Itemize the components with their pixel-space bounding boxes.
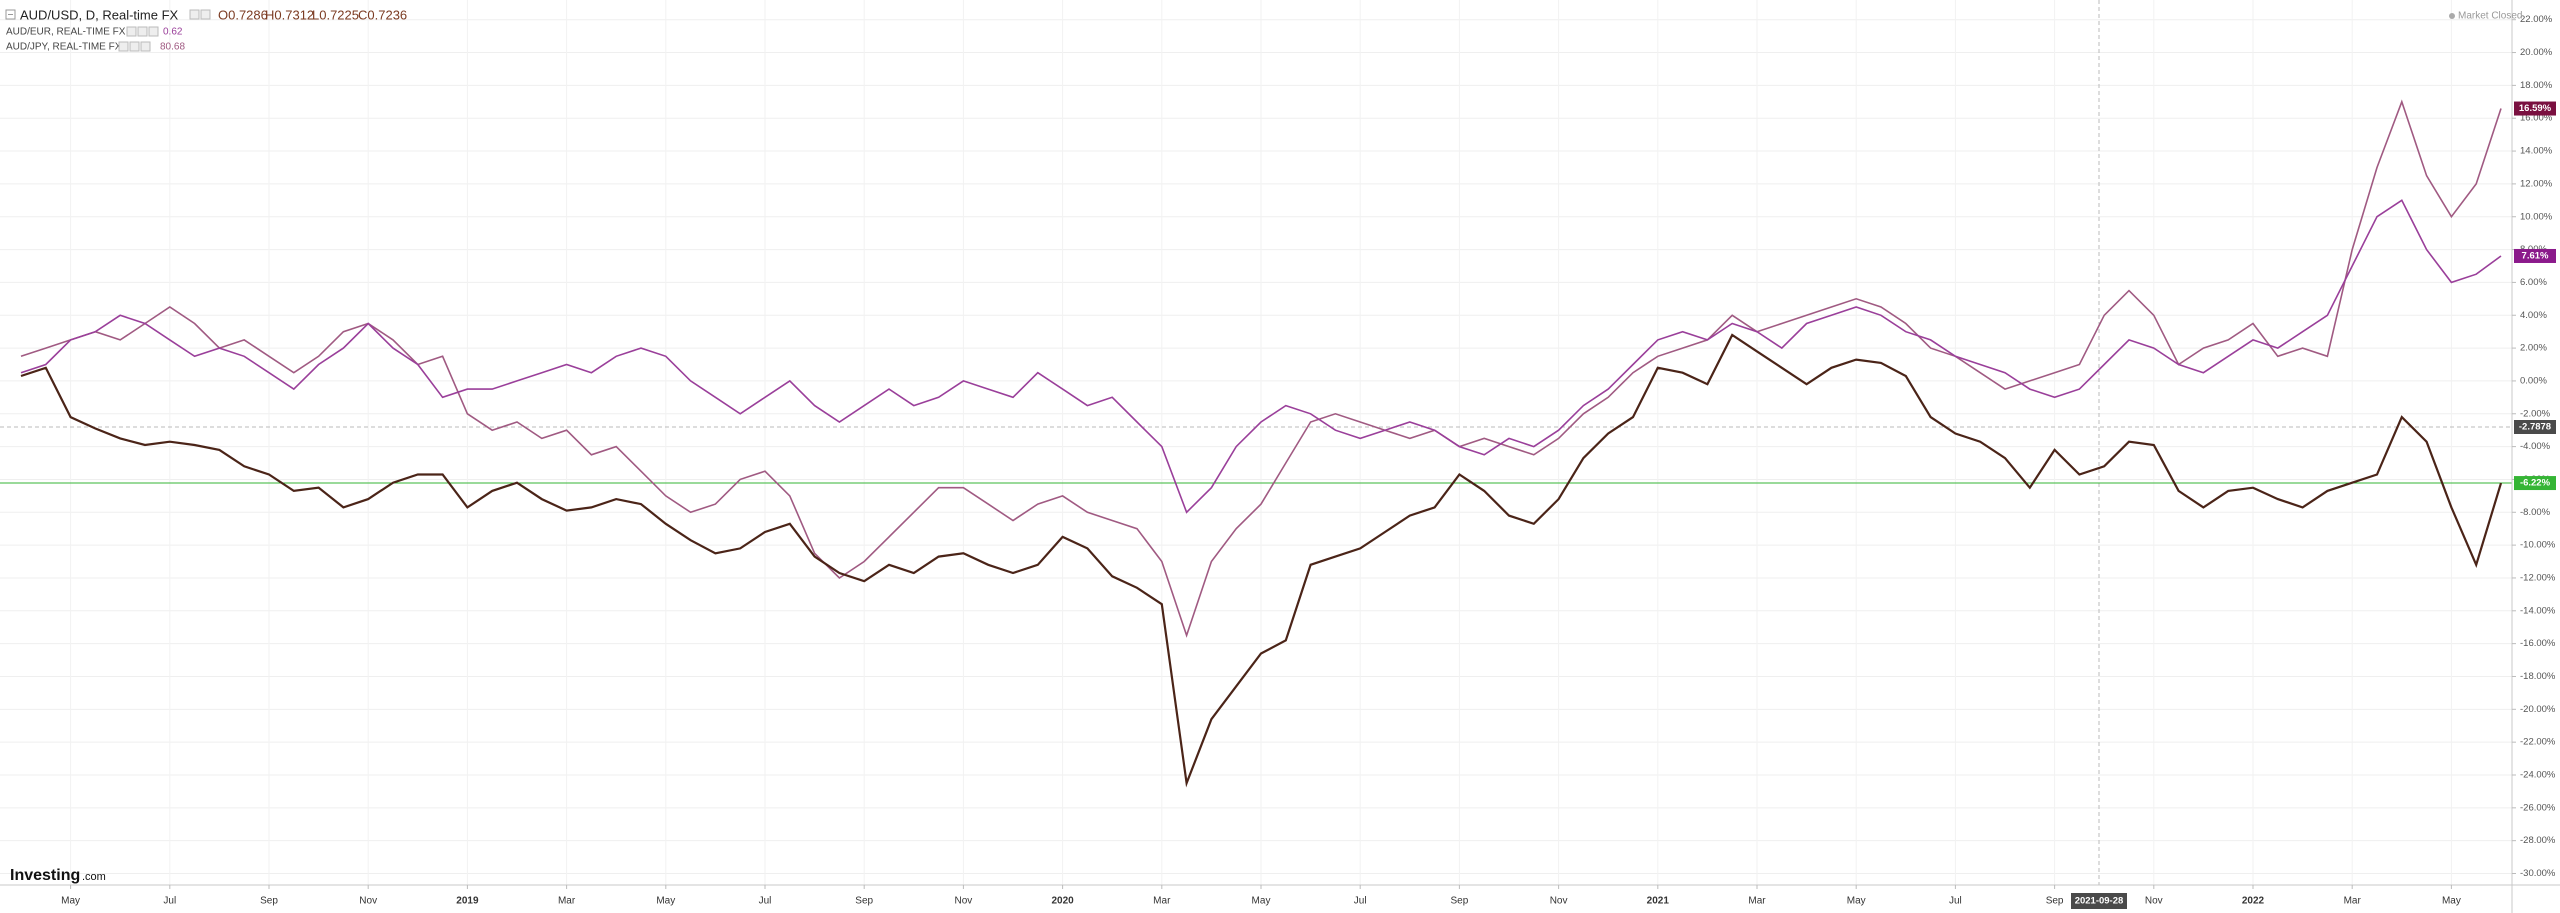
status-dot xyxy=(2449,13,2455,19)
icon[interactable] xyxy=(148,26,159,37)
market-status: Market Closed xyxy=(2458,11,2522,22)
y-tick-label: -28.00% xyxy=(2520,835,2556,846)
y-tick-label: 12.00% xyxy=(2520,178,2553,189)
x-tick-label: Mar xyxy=(1153,896,1171,907)
y-tick-label: 16.00% xyxy=(2520,113,2553,124)
icon[interactable] xyxy=(129,41,140,52)
axes: 22.00% 20.00% 18.00% 16.00% 14.00% 12.00% 10.0… xyxy=(61,14,2556,909)
cursor-x-label: 2021-09-28 xyxy=(2075,896,2124,907)
ohlc-high: H0.7312 xyxy=(265,7,314,22)
icon[interactable] xyxy=(118,41,129,52)
current-badge xyxy=(2514,248,2556,263)
y-tick-label: 2.00% xyxy=(2520,343,2547,354)
y-tick-label: 18.00% xyxy=(2520,80,2553,91)
current-label: -6.22% xyxy=(2520,478,2551,489)
y-tick-label: 0.00% xyxy=(2520,375,2547,386)
cursor-x-badge xyxy=(2071,893,2127,909)
logo: Investing .com xyxy=(10,867,106,884)
y-tick-label: -22.00% xyxy=(2520,737,2556,748)
y-tick-label: -2.00% xyxy=(2520,408,2551,419)
current-label: 16.59% xyxy=(2519,103,2552,114)
x-tick-label: Jul xyxy=(1354,896,1367,907)
icon[interactable] xyxy=(126,26,137,37)
x-tick-label: Sep xyxy=(2046,896,2064,907)
icon[interactable] xyxy=(140,41,151,52)
ohlc-low: L0.7225 xyxy=(312,7,359,22)
x-tick-label: Sep xyxy=(260,896,278,907)
series-line xyxy=(20,333,2503,788)
current-badge xyxy=(2514,101,2556,116)
ohlc-open: O0.7286 xyxy=(218,7,268,22)
y-tick-label: 4.00% xyxy=(2520,310,2547,321)
legend-name: AUD/JPY, REAL-TIME FX xyxy=(6,42,122,53)
x-tick-label: Nov xyxy=(359,896,377,907)
x-tick-label: Mar xyxy=(1748,896,1766,907)
y-tick-label: 14.00% xyxy=(2520,146,2553,157)
x-tick-label: Jul xyxy=(759,896,772,907)
legend-value: 0.62 xyxy=(163,27,183,38)
current-label: 7.61% xyxy=(2522,250,2549,261)
x-tick-label: Jul xyxy=(163,896,176,907)
x-tick-label: May xyxy=(2442,896,2461,907)
x-tick-label: May xyxy=(61,896,80,907)
x-tick-label: Nov xyxy=(2145,896,2163,907)
x-tick-label: Nov xyxy=(955,896,973,907)
x-tick-label: May xyxy=(1847,896,1866,907)
collapse-icon[interactable] xyxy=(5,9,16,20)
x-tick-label: May xyxy=(656,896,675,907)
main-title: AUD/USD, D, Real-time FX xyxy=(20,7,179,22)
grid xyxy=(0,0,2512,885)
y-tick-label: -26.00% xyxy=(2520,802,2556,813)
y-tick-label: 20.00% xyxy=(2520,47,2553,58)
x-tick-label: 2021 xyxy=(1647,896,1670,907)
y-tick-label: -24.00% xyxy=(2520,770,2556,781)
y-tick-label: -18.00% xyxy=(2520,671,2556,682)
x-tick-label: Jul xyxy=(1949,896,1962,907)
cursor-y-badge xyxy=(2514,420,2556,434)
icon[interactable] xyxy=(189,9,200,20)
legend-name: AUD/EUR, REAL-TIME FX xyxy=(6,27,126,38)
logo-name: Investing xyxy=(10,867,80,884)
x-tick-label: Nov xyxy=(1550,896,1568,907)
icon[interactable] xyxy=(200,9,211,20)
ohlc-close: C0.7236 xyxy=(358,7,407,22)
x-tick-label: 2022 xyxy=(2242,896,2265,907)
y-tick-label: -16.00% xyxy=(2520,638,2556,649)
x-tick-label: Sep xyxy=(855,896,873,907)
x-tick-label: Sep xyxy=(1451,896,1469,907)
icon[interactable] xyxy=(137,26,148,37)
current-badge xyxy=(2514,476,2556,491)
series-line xyxy=(20,99,2502,638)
y-tick-label: -8.00% xyxy=(2520,507,2551,518)
y-tick-label: 22.00% xyxy=(2520,14,2553,25)
y-tick-label: -12.00% xyxy=(2520,572,2556,583)
y-tick-label: -14.00% xyxy=(2520,605,2556,616)
y-tick-label: 10.00% xyxy=(2520,211,2553,222)
x-tick-label: May xyxy=(1252,896,1271,907)
y-tick-label: 6.00% xyxy=(2520,277,2547,288)
x-tick-label: 2019 xyxy=(456,896,479,907)
y-tick-label: -4.00% xyxy=(2520,441,2551,452)
y-tick-label: -20.00% xyxy=(2520,704,2556,715)
legend-value: 80.68 xyxy=(160,42,185,53)
x-tick-label: 2020 xyxy=(1051,896,1074,907)
logo-suffix: .com xyxy=(82,871,106,883)
y-tick-label: -10.00% xyxy=(2520,540,2556,551)
cursor-y-label: -2.7878 xyxy=(2519,422,2551,433)
x-tick-label: Mar xyxy=(2344,896,2362,907)
y-tick-label: -30.00% xyxy=(2520,868,2556,879)
x-tick-label: Mar xyxy=(558,896,576,907)
series-line xyxy=(20,199,2502,514)
header: AUD/USD, D, Real-time FX O0.7286 H0.7312… xyxy=(5,7,2522,53)
plot xyxy=(0,0,2512,885)
